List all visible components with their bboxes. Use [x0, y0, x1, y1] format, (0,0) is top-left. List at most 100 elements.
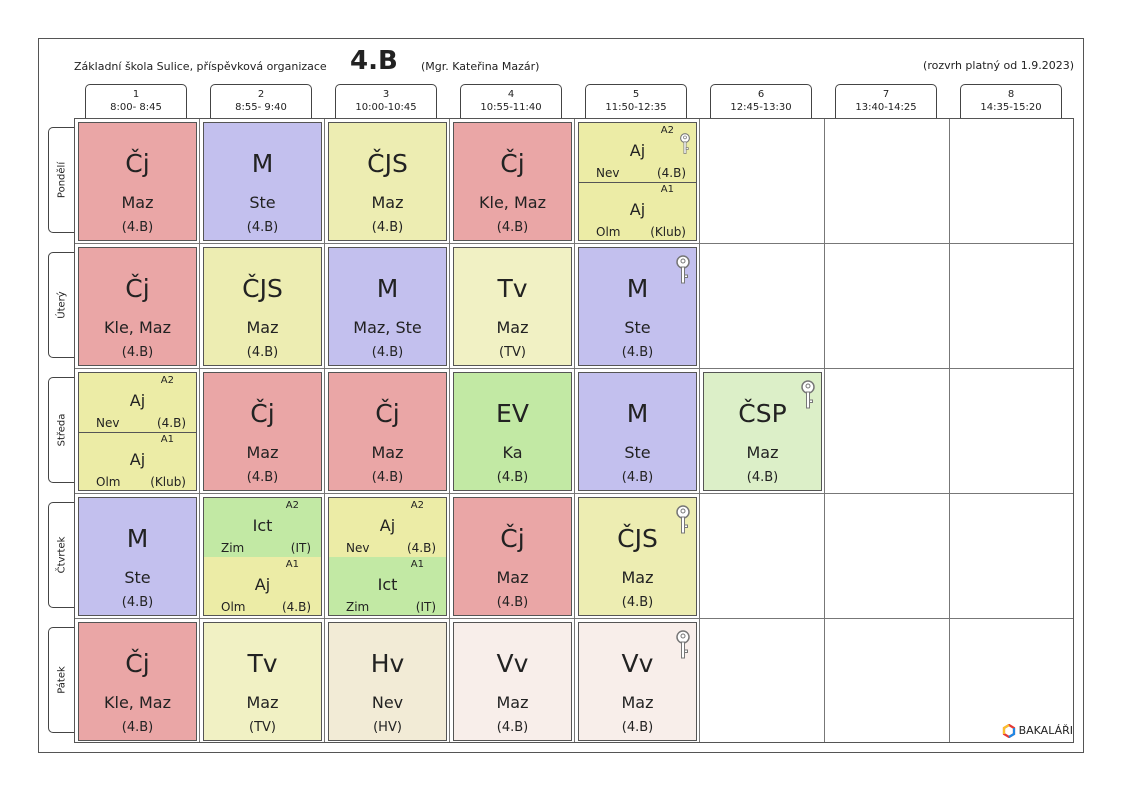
lesson-teacher: Olm	[221, 600, 246, 614]
lesson-teacher: Olm	[596, 225, 621, 239]
lesson-cell[interactable]: Vv Maz (4.B)	[578, 622, 697, 741]
lesson-subject: Aj	[629, 141, 646, 160]
day-label-friday: Pátek	[48, 627, 74, 733]
lesson-group-a2[interactable]: A2 Ict Zim (IT)	[204, 498, 321, 558]
logo-text: BAKALÁŘI	[1018, 724, 1073, 737]
lesson-cell[interactable]: ČJS Maz (4.B)	[578, 497, 697, 616]
lesson-teacher: Maz	[246, 443, 279, 462]
lesson-cell[interactable]: M Ste (4.B)	[578, 372, 697, 491]
lesson-subject: ČJS	[242, 274, 283, 303]
lesson-cell[interactable]: EV Ka (4.B)	[453, 372, 572, 491]
period-number: 7	[882, 89, 890, 100]
lesson-group: A1	[660, 184, 674, 195]
lesson-room: (4.B)	[496, 595, 529, 610]
lesson-room: (4.B)	[156, 416, 186, 430]
lesson-subject: M	[251, 149, 274, 178]
lesson-cell[interactable]: M Maz, Ste (4.B)	[328, 247, 447, 366]
lesson-subject: Tv	[497, 274, 528, 303]
lesson-subject: Ict	[252, 516, 273, 535]
lesson-group-a1[interactable]: A1 Aj Olm (Klub)	[79, 432, 196, 490]
lesson-subject: Čj	[125, 149, 150, 178]
lesson-cell[interactable]: Čj Kle, Maz (4.B)	[78, 622, 197, 741]
lesson-teacher: Maz	[496, 693, 529, 712]
lesson-teacher: Maz	[746, 443, 779, 462]
lesson-subject: ČJS	[367, 149, 408, 178]
lesson-cell[interactable]: Čj Maz (4.B)	[453, 497, 572, 616]
day-label-thursday: Čtvrtek	[48, 502, 74, 608]
lesson-cell-split[interactable]: A2 Aj Nev (4.B) A1 Aj Olm (Klub)	[78, 372, 197, 491]
day-label-tuesday: Úterý	[48, 252, 74, 358]
lesson-teacher: Maz, Ste	[353, 318, 422, 337]
lesson-cell[interactable]: ČJS Maz (4.B)	[203, 247, 322, 366]
lesson-room: (4.B)	[371, 470, 404, 485]
lesson-cell[interactable]: Tv Maz (TV)	[203, 622, 322, 741]
lesson-group-a2[interactable]: A2 Aj Nev (4.B)	[329, 498, 446, 558]
lesson-teacher: Zim	[346, 600, 370, 614]
lesson-cell[interactable]: Čj Kle, Maz (4.B)	[78, 247, 197, 366]
lesson-subject: M	[376, 274, 399, 303]
bakalari-logo: BAKALÁŘI	[1002, 723, 1073, 739]
period-header-3: 3 10:00-10:45	[335, 84, 437, 118]
lesson-cell[interactable]: Tv Maz (TV)	[453, 247, 572, 366]
period-header-7: 7 13:40-14:25	[835, 84, 937, 118]
period-header-2: 2 8:55- 9:40	[210, 84, 312, 118]
lesson-teacher: Kle, Maz	[104, 693, 171, 712]
lesson-subject: Vv	[621, 649, 654, 678]
lesson-room: (4.B)	[621, 595, 654, 610]
lesson-cell[interactable]: Hv Nev (HV)	[328, 622, 447, 741]
period-number: 3	[382, 89, 390, 100]
lesson-group-a1[interactable]: A1 Aj Olm (Klub)	[579, 182, 696, 240]
lesson-teacher: Nev	[346, 541, 370, 555]
lesson-cell[interactable]: M Ste (4.B)	[78, 497, 197, 616]
lesson-cell[interactable]: Vv Maz (4.B)	[453, 622, 572, 741]
lesson-teacher: Maz	[246, 318, 279, 337]
lesson-cell[interactable]: ČSP Maz (4.B)	[703, 372, 822, 491]
lesson-subject: M	[126, 524, 149, 553]
lesson-subject: Čj	[500, 524, 525, 553]
lesson-cell-split[interactable]: A2 Ict Zim (IT) A1 Aj Olm (4.B)	[203, 497, 322, 616]
lesson-cell[interactable]: Čj Kle, Maz (4.B)	[453, 122, 572, 241]
lesson-room: (4.B)	[371, 345, 404, 360]
bakalari-logo-icon	[1002, 723, 1015, 739]
lesson-room: (4.B)	[496, 220, 529, 235]
lesson-teacher: Maz	[121, 193, 154, 212]
lesson-cell[interactable]: M Ste (4.B)	[203, 122, 322, 241]
lesson-teacher: Maz	[246, 693, 279, 712]
class-name: 4.B	[350, 46, 398, 76]
lesson-cell[interactable]: M Ste (4.B)	[578, 247, 697, 366]
lesson-room: (4.B)	[496, 470, 529, 485]
lesson-teacher: Ste	[624, 443, 651, 462]
lesson-cell-split[interactable]: A2 Aj Nev (4.B) A1 Ict Zim (IT)	[328, 497, 447, 616]
lesson-cell[interactable]: Čj Maz (4.B)	[78, 122, 197, 241]
lesson-group-a1[interactable]: A1 Aj Olm (4.B)	[204, 557, 321, 615]
lesson-room: (4.B)	[656, 166, 686, 180]
lesson-group-a2[interactable]: A2 Aj Nev (4.B)	[579, 123, 696, 183]
lesson-cell[interactable]: Čj Maz (4.B)	[328, 372, 447, 491]
key-icon	[801, 380, 815, 409]
lesson-room: (TV)	[499, 345, 526, 360]
lesson-subject: Tv	[247, 649, 278, 678]
timetable-grid	[74, 118, 1074, 743]
lesson-room: (4.B)	[121, 720, 154, 735]
lesson-subject: Ict	[377, 575, 398, 594]
lesson-cell-split[interactable]: A2 Aj Nev (4.B) A1 Aj Olm (Klub)	[578, 122, 697, 241]
lesson-room: (HV)	[373, 720, 402, 735]
lesson-cell[interactable]: Čj Maz (4.B)	[203, 372, 322, 491]
lesson-room: (4.B)	[121, 595, 154, 610]
lesson-room: (4.B)	[621, 470, 654, 485]
lesson-teacher: Maz	[371, 443, 404, 462]
lesson-group: A1	[410, 559, 424, 570]
lesson-group: A2	[660, 125, 674, 136]
lesson-subject: Čj	[375, 399, 400, 428]
lesson-subject: Čj	[500, 149, 525, 178]
lesson-cell[interactable]: ČJS Maz (4.B)	[328, 122, 447, 241]
lesson-subject: Vv	[496, 649, 529, 678]
lesson-room: (4.B)	[121, 220, 154, 235]
lesson-group-a1[interactable]: A1 Ict Zim (IT)	[329, 557, 446, 615]
period-time: 12:45-13:30	[730, 102, 792, 113]
lesson-teacher: Maz	[621, 568, 654, 587]
lesson-subject: Čj	[125, 274, 150, 303]
lesson-teacher: Zim	[221, 541, 245, 555]
lesson-group-a2[interactable]: A2 Aj Nev (4.B)	[79, 373, 196, 433]
lesson-room: (4.B)	[621, 345, 654, 360]
